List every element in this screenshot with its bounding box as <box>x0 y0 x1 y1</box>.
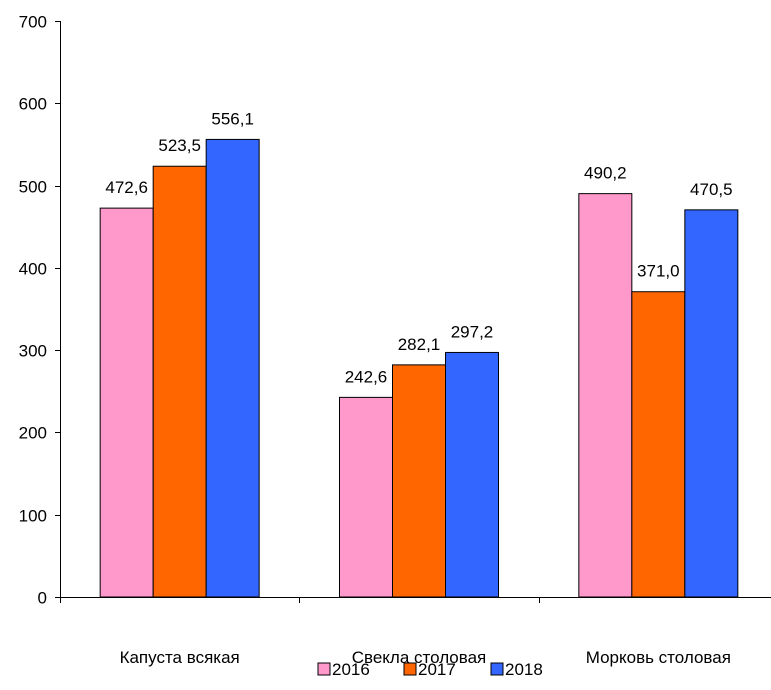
y-tick-label: 500 <box>19 178 47 197</box>
bars <box>99 138 739 598</box>
legend-swatch-2016 <box>317 662 331 676</box>
data-label: 470,5 <box>690 180 733 199</box>
y-tick-label: 700 <box>19 13 47 32</box>
data-labels: 472,6 523,5 556,1 242,6 282,1 297,2 490,2 371,0… <box>105 109 732 386</box>
bar-2018 <box>445 351 499 598</box>
legend-swatch-2017 <box>403 662 417 676</box>
x-category-label: Свекла столовая <box>352 648 487 667</box>
bar-2017 <box>392 364 446 598</box>
data-label: 371,0 <box>637 262 680 281</box>
legend-label-2018: 2018 <box>505 660 543 679</box>
data-label: 556,1 <box>211 109 254 128</box>
legend-label-2017: 2017 <box>418 660 456 679</box>
bar-2017 <box>152 165 207 598</box>
x-axis: Капуста всякая Свекла столовая Морковь сто… <box>60 597 771 667</box>
legend: 2016 2017 2018 <box>317 660 543 679</box>
x-category-label: Морковь столовая <box>586 648 731 667</box>
y-tick-label: 200 <box>19 424 47 443</box>
bar-2018 <box>684 209 739 598</box>
data-label: 490,2 <box>584 164 627 183</box>
legend-swatch-2018 <box>490 662 504 676</box>
y-tick-label: 100 <box>19 507 47 526</box>
x-category-label: Капуста всякая <box>120 648 240 667</box>
legend-label-2016: 2016 <box>332 660 370 679</box>
data-label: 472,6 <box>105 178 148 197</box>
y-tick-label: 300 <box>19 342 47 361</box>
bar-2016 <box>339 396 393 598</box>
data-label: 297,2 <box>451 322 494 341</box>
data-label: 282,1 <box>398 335 441 354</box>
bar-2018 <box>205 138 260 598</box>
y-tick-label: 0 <box>38 589 47 608</box>
y-tick-label: 400 <box>19 260 47 279</box>
bar-2017 <box>631 291 686 598</box>
data-label: 242,6 <box>345 367 388 386</box>
data-label: 523,5 <box>158 136 201 155</box>
bar-2016 <box>99 207 154 598</box>
y-axis: 0 100 200 300 400 500 600 700 <box>19 13 61 608</box>
bar-2016 <box>578 193 633 598</box>
y-tick-label: 600 <box>19 95 47 114</box>
